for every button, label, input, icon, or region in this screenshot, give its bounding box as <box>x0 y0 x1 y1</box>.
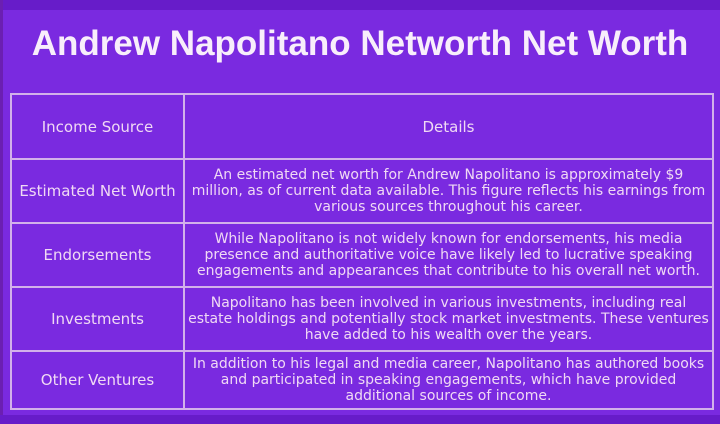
left-edge-strip <box>0 0 3 424</box>
table-row-estimated-net-worth: Estimated Net Worth An estimated net wor… <box>10 158 714 224</box>
row-label-cell: Endorsements <box>10 222 185 288</box>
top-strip <box>0 0 720 10</box>
table-row-other-ventures: Other Ventures In addition to his legal … <box>10 350 714 410</box>
page-title: Andrew Napolitano Networth Net Worth <box>31 24 689 63</box>
row-details-cell: In addition to his legal and media caree… <box>183 350 714 410</box>
table-row-endorsements: Endorsements While Napolitano is not wid… <box>10 222 714 288</box>
row-details-cell: An estimated net worth for Andrew Napoli… <box>183 158 714 224</box>
row-label-cell: Estimated Net Worth <box>10 158 185 224</box>
table-row-investments: Investments Napolitano has been involved… <box>10 286 714 352</box>
row-label-cell: Other Ventures <box>10 350 185 410</box>
networth-table: Income Source Details Estimated Net Wort… <box>10 93 714 410</box>
table-header-row: Income Source Details <box>10 93 714 160</box>
table-header-details: Details <box>183 93 714 160</box>
bottom-strip <box>0 415 720 424</box>
row-label-cell: Investments <box>10 286 185 352</box>
row-details-cell: While Napolitano is not widely known for… <box>183 222 714 288</box>
table-header-income-source: Income Source <box>10 93 185 160</box>
row-details-cell: Napolitano has been involved in various … <box>183 286 714 352</box>
